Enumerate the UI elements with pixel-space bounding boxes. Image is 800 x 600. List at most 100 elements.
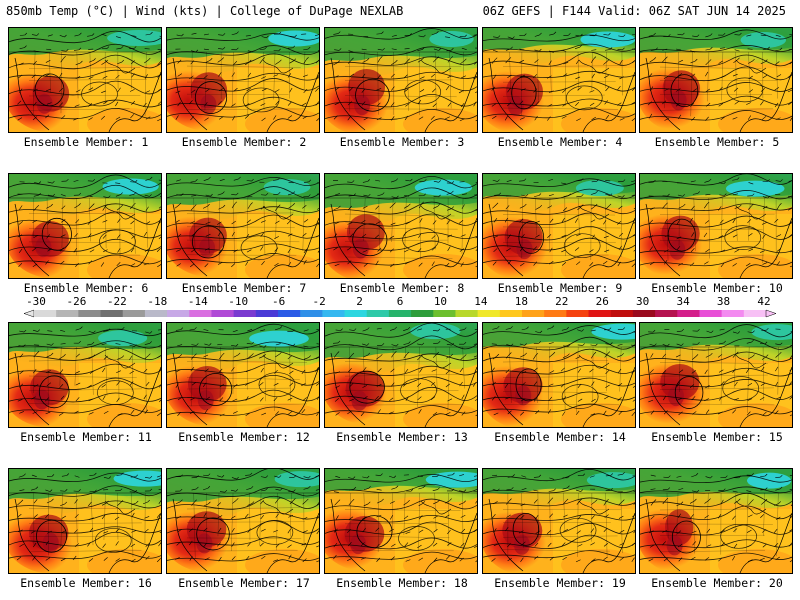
colorbar-tick-label: 30: [636, 295, 650, 308]
ensemble-map: [167, 174, 319, 278]
run-valid-time: 06Z GEFS | F144 Valid: 06Z SAT JUN 14 20…: [482, 4, 786, 18]
colorbar-swatch: [388, 310, 412, 317]
colorbar-swatch: [411, 310, 434, 317]
ensemble-map-frame: [482, 27, 636, 133]
ensemble-map: [483, 323, 635, 427]
ensemble-map-frame: [8, 173, 162, 279]
ensemble-member-label: Ensemble Member: 11: [20, 430, 152, 444]
ensemble-map-frame: [324, 468, 478, 574]
ensemble-map: [325, 323, 477, 427]
colorbar-tick-label: 34: [676, 295, 690, 308]
colorbar-tick-label: 14: [474, 295, 488, 308]
ensemble-map: [9, 174, 161, 278]
colorbar-swatch: [588, 310, 612, 317]
colorbar-tick-label: -10: [228, 295, 249, 308]
header-bar: 850mb Temp (°C) | Wind (kts) | College o…: [0, 0, 800, 22]
colorbar-swatch: [721, 310, 745, 317]
ensemble-map: [9, 469, 161, 573]
ensemble-map-frame: [639, 173, 793, 279]
colorbar-swatch: [100, 310, 124, 317]
ensemble-map-frame: [482, 322, 636, 428]
ensemble-map: [640, 174, 792, 278]
colorbar-swatch: [743, 310, 767, 317]
ensemble-map: [325, 28, 477, 132]
ensemble-map-frame: [324, 27, 478, 133]
ensemble-map: [483, 28, 635, 132]
ensemble-map-frame: [482, 468, 636, 574]
ensemble-map-frame: [482, 173, 636, 279]
ensemble-map: [325, 174, 477, 278]
ensemble-map: [9, 28, 161, 132]
ensemble-map-frame: [324, 322, 478, 428]
colorbar-tick-label: 42: [757, 295, 771, 308]
colorbar-swatch: [233, 310, 257, 317]
colorbar-swatch: [34, 310, 57, 317]
ensemble-map-frame: [639, 322, 793, 428]
ensemble-map: [483, 174, 635, 278]
colorbar-swatch: [300, 310, 323, 317]
colorbar-tick-label: -30: [26, 295, 46, 308]
ensemble-map: [167, 28, 319, 132]
colorbar-tick-label: 38: [716, 295, 731, 308]
colorbar-tick-label: -26: [66, 295, 87, 308]
colorbar-swatch: [655, 310, 678, 317]
colorbar-tick-label: 2: [356, 295, 363, 308]
colorbar-swatch: [632, 310, 656, 317]
ensemble-member-label: Ensemble Member: 10: [651, 281, 783, 295]
colorbar-swatch: [278, 310, 301, 317]
ensemble-map-frame: [166, 468, 320, 574]
colorbar-scale: [23, 309, 777, 318]
ensemble-map: [9, 323, 161, 427]
ensemble-map-frame: [8, 27, 162, 133]
ensemble-map-frame: [324, 173, 478, 279]
colorbar-swatch: [366, 310, 390, 317]
colorbar-swatch: [122, 310, 146, 317]
ensemble-member-label: Ensemble Member: 20: [651, 576, 783, 590]
ensemble-member-label: Ensemble Member: 5: [654, 135, 780, 149]
ensemble-map: [325, 469, 477, 573]
colorbar-swatch: [56, 310, 79, 317]
colorbar-tick-label: 18: [514, 295, 528, 308]
ensemble-member-label: Ensemble Member: 6: [23, 281, 149, 295]
colorbar-swatch: [566, 310, 590, 317]
colorbar-swatch: [699, 310, 723, 317]
colorbar-swatch: [499, 310, 523, 317]
colorbar-tick-label: 26: [595, 295, 609, 308]
colorbar-swatch: [522, 310, 545, 317]
colorbar-swatch: [322, 310, 346, 317]
colorbar-left-arrow: [23, 309, 35, 318]
colorbar-swatch: [477, 310, 501, 317]
colorbar-swatch: [211, 310, 235, 317]
colorbar-swatch: [344, 310, 368, 317]
ensemble-member-label: Ensemble Member: 14: [494, 430, 626, 444]
colorbar-tick-label: 6: [396, 295, 404, 308]
ensemble-member-label: Ensemble Member: 15: [651, 430, 783, 444]
ensemble-member-label: Ensemble Member: 17: [178, 576, 310, 590]
ensemble-member-label: Ensemble Member: 7: [181, 281, 307, 295]
ensemble-map-frame: [8, 468, 162, 574]
ensemble-map: [640, 323, 792, 427]
colorbar-tick-label: -2: [312, 295, 326, 308]
colorbar-tick-label: -22: [106, 295, 127, 308]
colorbar-swatch: [78, 310, 102, 317]
ensemble-member-label: Ensemble Member: 13: [336, 430, 468, 444]
colorbar-tick-label: -14: [187, 295, 208, 308]
colorbar-swatch: [189, 310, 212, 317]
ensemble-map: [167, 323, 319, 427]
ensemble-member-label: Ensemble Member: 18: [336, 576, 468, 590]
colorbar-swatch: [677, 310, 700, 317]
ensemble-map: [483, 469, 635, 573]
ensemble-map-frame: [166, 173, 320, 279]
colorbar-tick-label: -6: [272, 295, 286, 308]
ensemble-member-label: Ensemble Member: 8: [339, 281, 465, 295]
colorbar-tick-label: 22: [555, 295, 569, 308]
colorbar-tick-label: 10: [433, 295, 448, 308]
ensemble-map-frame: [166, 322, 320, 428]
colorbar-swatch: [167, 310, 190, 317]
colorbar-tick-label: -18: [147, 295, 168, 308]
temperature-colorbar: -30 -26 -22 -18 -14 -10 -6 -2 2 6 10 14 18 22 26 30 34 38…: [0, 296, 800, 320]
ensemble-member-label: Ensemble Member: 2: [181, 135, 307, 149]
colorbar-right-arrow: [765, 309, 777, 318]
ensemble-map: [167, 469, 319, 573]
